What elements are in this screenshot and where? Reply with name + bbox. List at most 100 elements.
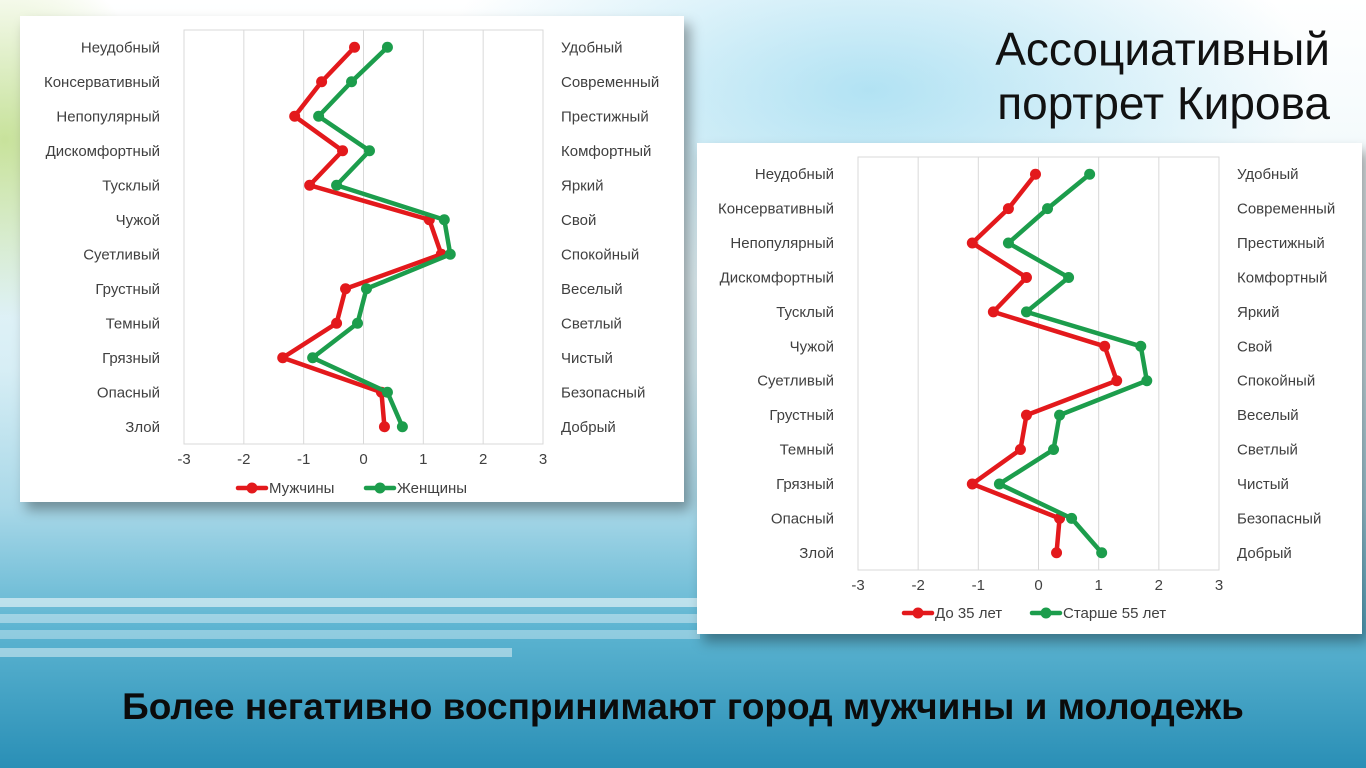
slide-title: Ассоциативный портрет Кирова [995, 22, 1330, 130]
left-category-label: Неудобный [81, 39, 160, 56]
legend-marker [1040, 607, 1052, 619]
x-tick-label: 3 [539, 451, 547, 468]
left-category-label: Неудобный [755, 166, 834, 183]
legend-label: Мужчины [269, 480, 334, 497]
data-point [1063, 271, 1075, 283]
data-point [1042, 203, 1054, 215]
data-point [307, 352, 319, 364]
data-point [381, 386, 393, 398]
series-line [310, 45, 453, 429]
legend-label: Старше 55 лет [1063, 605, 1166, 622]
right-category-label: Комфортный [561, 143, 651, 160]
data-point [289, 110, 301, 122]
right-category-label: Светлый [561, 315, 622, 332]
right-category-label: Престижный [1237, 235, 1325, 252]
right-category-label: Чистый [1237, 476, 1289, 493]
decor-stripe [0, 630, 700, 639]
x-tick-label: 2 [1155, 577, 1163, 594]
data-point [1054, 409, 1066, 421]
left-category-label: Непопулярный [730, 235, 834, 252]
left-category-label: Злой [125, 419, 160, 436]
x-tick-label: 0 [359, 451, 367, 468]
x-tick-label: 2 [479, 451, 487, 468]
right-category-label: Чистый [561, 350, 613, 367]
left-category-label: Злой [799, 545, 834, 562]
legend-marker [912, 607, 924, 619]
right-category-label: Добрый [1237, 545, 1292, 562]
x-tick-label: 1 [419, 451, 427, 468]
right-category-label: Светлый [1237, 442, 1298, 459]
data-point [313, 110, 325, 122]
data-point [337, 145, 349, 157]
data-point [1099, 340, 1111, 352]
left-category-label: Консервативный [44, 74, 160, 91]
right-category-label: Удобный [561, 39, 623, 56]
legend-marker [374, 482, 386, 494]
data-point [987, 306, 999, 318]
data-point [1111, 375, 1123, 387]
right-category-label: Удобный [1237, 166, 1299, 183]
left-category-label: Чужой [790, 338, 834, 355]
data-point [304, 179, 316, 191]
data-point [1135, 340, 1147, 352]
right-category-label: Веселый [1237, 407, 1299, 424]
legend-label: До 35 лет [935, 605, 1002, 622]
left-category-label: Грязный [102, 350, 160, 367]
left-category-label: Тусклый [102, 177, 160, 194]
decor-stripe [0, 648, 512, 657]
series-line [997, 171, 1150, 556]
x-tick-label: 3 [1215, 577, 1223, 594]
x-tick-label: -1 [297, 451, 310, 468]
slide-title-line1: Ассоциативный [995, 23, 1330, 75]
right-category-label: Спокойный [1237, 373, 1315, 390]
legend-marker [246, 482, 258, 494]
left-category-label: Суетливый [83, 246, 160, 263]
data-point [340, 283, 352, 295]
x-tick-label: -3 [851, 577, 864, 594]
left-category-label: Суетливый [757, 373, 834, 390]
data-point [349, 41, 361, 53]
right-category-label: Яркий [1237, 304, 1280, 321]
data-point [331, 179, 343, 191]
data-point [277, 352, 289, 364]
data-point [1096, 547, 1108, 559]
right-category-label: Современный [561, 74, 659, 91]
right-category-label: Престижный [561, 108, 649, 125]
left-category-label: Грустный [769, 407, 834, 424]
data-point [1084, 168, 1096, 180]
age-profile-chart: -3 -2 -1 0 1 2 3 Неудобный Консервативный Непопул… [718, 156, 1335, 622]
data-point [1020, 409, 1032, 421]
right-category-label: Комфортный [1237, 269, 1327, 286]
x-tick-label: 0 [1034, 577, 1042, 594]
right-category-label: Веселый [561, 281, 623, 298]
data-point [316, 76, 328, 88]
data-point [346, 76, 358, 88]
data-point [1141, 375, 1153, 387]
data-point [1002, 237, 1014, 249]
left-category-label: Опасный [97, 384, 160, 401]
left-category-label: Дискомфортный [720, 269, 834, 286]
decor-stripe [0, 614, 700, 623]
right-category-label: Свой [1237, 338, 1272, 355]
legend-label: Женщины [397, 480, 467, 497]
chart-panel-gender: -3 -2 -1 0 1 2 3 Неудобный Консервативный Непопул… [20, 16, 684, 502]
data-point [993, 478, 1005, 490]
chart-panel-age: -3 -2 -1 0 1 2 3 Неудобный Консервативный Непопул… [697, 143, 1362, 634]
data-point [1051, 547, 1063, 559]
gender-profile-chart: -3 -2 -1 0 1 2 3 Неудобный Консервативный Непопул… [44, 29, 659, 497]
data-point [1002, 203, 1014, 215]
left-category-label: Чужой [116, 212, 160, 229]
left-category-label: Тусклый [776, 304, 834, 321]
data-point [396, 421, 408, 433]
right-category-label: Современный [1237, 201, 1335, 218]
data-point [360, 283, 372, 295]
left-category-label: Темный [106, 315, 160, 332]
data-point [1020, 306, 1032, 318]
left-category-label: Грустный [95, 281, 160, 298]
data-point [966, 478, 978, 490]
right-category-label: Безопасный [561, 384, 645, 401]
series-line [970, 171, 1119, 556]
left-category-label: Консервативный [718, 201, 834, 218]
data-point [363, 145, 375, 157]
series-line [280, 45, 444, 429]
